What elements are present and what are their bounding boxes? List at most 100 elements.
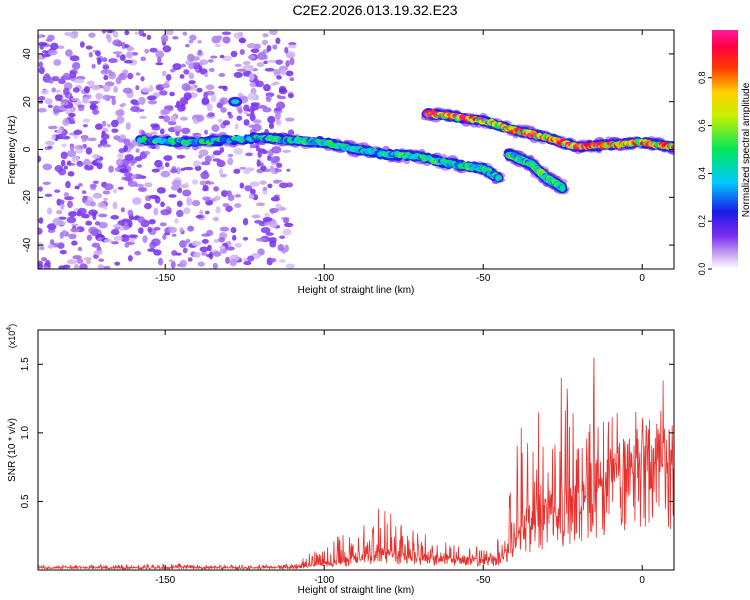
noise-speck bbox=[47, 229, 56, 233]
noise-speck bbox=[217, 118, 223, 123]
noise-speck bbox=[262, 107, 272, 113]
noise-speck bbox=[81, 100, 92, 104]
noise-speck bbox=[124, 154, 134, 161]
noise-speck bbox=[168, 194, 177, 198]
snr-frame bbox=[37, 329, 675, 571]
noise-speck bbox=[256, 202, 266, 207]
noise-speck bbox=[249, 143, 255, 149]
snr-panel: -150 -100 -50 0 0.5 1.0 1.5 Height of straigh… bbox=[6, 324, 675, 596]
noise-speck bbox=[287, 129, 295, 136]
noise-speck bbox=[38, 186, 43, 192]
noise-speck bbox=[233, 147, 243, 155]
noise-speck bbox=[98, 221, 108, 229]
noise-speck bbox=[242, 236, 249, 241]
noise-speck bbox=[210, 154, 216, 159]
noise-speck bbox=[151, 238, 161, 247]
noise-speck bbox=[278, 65, 289, 72]
spectrogram-heatmap bbox=[38, 30, 674, 269]
noise-speck bbox=[52, 242, 59, 248]
noise-speck bbox=[42, 181, 51, 186]
noise-speck bbox=[242, 169, 251, 174]
snr-x-tick-label: -100 bbox=[314, 575, 334, 586]
noise-speck bbox=[267, 115, 276, 124]
noise-speck bbox=[85, 147, 93, 155]
noise-speck bbox=[265, 232, 274, 236]
noise-speck bbox=[68, 211, 77, 218]
spectrogram-y-tick-label: -20 bbox=[22, 190, 33, 205]
noise-speck bbox=[278, 259, 286, 263]
noise-speck bbox=[82, 118, 91, 123]
spectrogram-x-tick-label: -50 bbox=[476, 273, 491, 284]
noise-speck bbox=[138, 227, 144, 235]
noise-speck bbox=[169, 91, 175, 97]
noise-speck bbox=[103, 74, 109, 81]
noise-speck bbox=[181, 83, 191, 92]
noise-speck bbox=[101, 120, 107, 127]
noise-speck bbox=[108, 30, 113, 33]
noise-speck bbox=[239, 166, 247, 170]
noise-speck bbox=[268, 236, 277, 244]
noise-speck bbox=[86, 137, 97, 142]
noise-speck bbox=[225, 256, 230, 264]
noise-speck bbox=[73, 129, 83, 135]
noise-speck bbox=[289, 77, 295, 82]
noise-speck bbox=[285, 51, 296, 59]
noise-speck bbox=[124, 30, 130, 36]
noise-speck bbox=[53, 59, 62, 66]
noise-speck bbox=[213, 186, 220, 192]
noise-speck bbox=[159, 128, 165, 135]
noise-speck bbox=[246, 113, 256, 117]
noise-speck bbox=[61, 143, 67, 147]
noise-speck bbox=[205, 84, 215, 91]
noise-speck bbox=[67, 200, 73, 209]
noise-speck bbox=[141, 87, 151, 93]
noise-speck bbox=[192, 179, 198, 185]
noise-speck bbox=[102, 84, 111, 93]
noise-speck bbox=[234, 203, 242, 208]
noise-speck bbox=[164, 162, 170, 168]
noise-speck bbox=[204, 210, 210, 215]
snr-y-tick-label: 1.0 bbox=[20, 425, 31, 439]
noise-speck bbox=[148, 100, 158, 105]
noise-speck bbox=[170, 68, 176, 73]
noise-speck bbox=[89, 101, 99, 105]
noise-speck bbox=[122, 87, 133, 94]
noise-speck bbox=[242, 217, 249, 226]
noise-speck bbox=[42, 163, 53, 171]
noise-speck bbox=[149, 84, 154, 93]
noise-speck bbox=[146, 95, 157, 101]
noise-speck bbox=[233, 168, 241, 174]
trace-core bbox=[670, 145, 674, 150]
noise-speck bbox=[201, 233, 211, 237]
noise-speck bbox=[289, 57, 295, 66]
noise-speck bbox=[206, 253, 213, 258]
noise-speck bbox=[181, 127, 191, 135]
noise-speck bbox=[140, 76, 145, 82]
noise-speck bbox=[195, 114, 205, 122]
noise-speck bbox=[92, 212, 97, 221]
noise-speck bbox=[174, 218, 179, 224]
noise-speck bbox=[116, 116, 125, 124]
noise-speck bbox=[144, 48, 150, 54]
noise-speck bbox=[38, 41, 48, 47]
noise-speck bbox=[88, 32, 96, 38]
noise-speck bbox=[70, 97, 80, 102]
noise-speck bbox=[71, 240, 78, 246]
noise-speck bbox=[41, 53, 51, 58]
noise-speck bbox=[77, 104, 85, 108]
noise-speck bbox=[112, 51, 123, 55]
noise-speck bbox=[191, 240, 202, 247]
noise-speck bbox=[183, 92, 192, 101]
noise-speck bbox=[78, 145, 83, 149]
noise-speck bbox=[212, 150, 222, 156]
noise-speck bbox=[38, 53, 43, 61]
noise-speck bbox=[243, 260, 252, 266]
noise-speck bbox=[183, 207, 191, 215]
noise-speck bbox=[264, 212, 270, 219]
noise-speck bbox=[127, 255, 133, 262]
noise-speck bbox=[125, 122, 131, 130]
noise-speck bbox=[150, 131, 158, 135]
noise-speck bbox=[76, 258, 84, 264]
noise-speck bbox=[86, 234, 92, 241]
snr-multiplier: (x104) bbox=[6, 324, 17, 348]
